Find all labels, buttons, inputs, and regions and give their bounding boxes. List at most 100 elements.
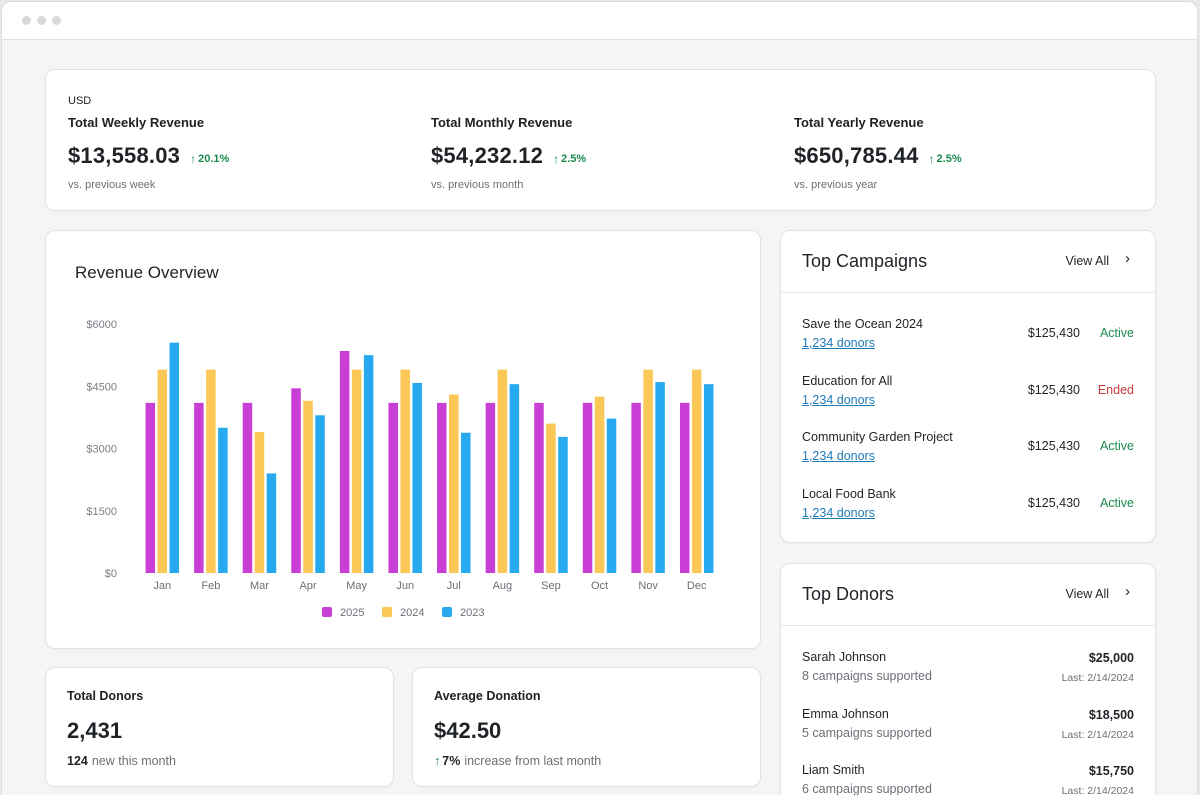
change-value: 2.5% [936,153,962,165]
stat-value: $13,558.03 [68,143,181,168]
bar-2023-sep [558,436,568,573]
donor-campaigns: 8 campaigns supported [802,669,932,683]
campaign-name: Save the Ocean 2024 [802,317,923,331]
donors-title: Top Donors [802,584,895,604]
y-tick-label: $3000 [86,444,117,456]
stat-value: 2,431 [67,718,123,743]
bar-2023-jun [412,382,422,573]
arrow-up-icon: ↑ [190,152,197,166]
x-tick-label: Nov [638,580,658,592]
legend-swatch-2025 [322,607,332,617]
change-value: 2.5% [561,153,587,165]
x-tick-label: Sep [541,580,561,592]
x-tick-label: Feb [201,580,220,592]
chart-title: Revenue Overview [75,263,219,282]
chevron-right-icon[interactable]: › [1125,250,1130,267]
x-tick-label: Apr [299,580,316,592]
stat-sub-bold: 124 [67,754,88,768]
donors-header: Top Donors View All › [781,564,1155,626]
bar-2023-feb [218,427,228,573]
x-tick-label: Oct [591,580,608,592]
donor-campaigns: 5 campaigns supported [802,726,932,740]
donor-amount: $25,000 [1088,651,1134,665]
bar-2024-may [351,369,362,573]
campaign-name: Community Garden Project [802,430,953,444]
campaign-donors-link[interactable]: 1,234 donors [802,506,875,520]
bar-2023-jan [169,342,180,573]
stat-change: ↑ 2.5% [553,152,586,166]
stat-subtext: 124 new this month [67,754,176,768]
bar-2024-sep [546,423,556,573]
campaigns-view-all-button[interactable]: View All [1065,254,1109,268]
revenue-summary-card: USD Total Weekly Revenue $13,558.03 ↑ 20.… [45,69,1156,211]
x-tick-label: Mar [250,580,269,592]
donor-amount: $18,500 [1088,708,1134,722]
bar-2023-oct [606,418,617,573]
campaign-status: Ended [1097,383,1134,397]
campaign-name: Local Food Bank [802,487,896,501]
donor-name: Sarah Johnson [802,650,887,664]
window-dot-close[interactable] [22,16,31,25]
weekly-revenue-stat: Total Weekly Revenue $13,558.03 ↑ 20.1% v… [68,115,229,191]
window-dot-maximize[interactable] [52,16,61,25]
bar-2024-apr [303,400,313,573]
stat-label: Total Donors [67,689,144,703]
bar-2025-jul [437,402,447,573]
campaign-row: Local Food Bank 1,234 donors $125,430 Ac… [781,487,1155,543]
bar-2025-sep [534,402,544,573]
bar-2023-jul [461,432,471,573]
y-tick-label: $0 [105,568,117,580]
bar-2023-may [363,355,374,573]
campaign-row: Community Garden Project 1,234 donors $1… [781,430,1155,486]
change-value: 20.1% [198,153,230,165]
stat-change: ↑ 20.1% [190,152,229,166]
bar-2024-nov [643,369,653,573]
revenue-bar-chart: $6000 $4500 $3000 $1500 $0 Jan Feb Mar Apr May Jun… [86,319,714,619]
top-campaigns-card: Top Campaigns View All › Save the Ocean … [780,230,1156,543]
stat-change: ↑ 2.5% [929,152,962,166]
bar-2023-apr [315,415,325,573]
monthly-revenue-stat: Total Monthly Revenue $54,232.12 ↑ 2.5% v… [431,115,586,191]
chevron-right-icon[interactable]: › [1125,583,1130,600]
bar-2024-jul [449,394,459,573]
window-titlebar [2,2,1197,40]
campaign-row: Save the Ocean 2024 1,234 donors $125,43… [781,317,1155,373]
campaign-donors-link[interactable]: 1,234 donors [802,393,875,407]
y-tick-label: $4500 [86,381,117,393]
bar-2025-jun [388,402,398,573]
top-donors-card: Top Donors View All › Sarah Johnson 8 ca… [780,563,1156,795]
campaign-row: Education for All 1,234 donors $125,430 … [781,374,1155,430]
bar-2023-dec [703,384,714,573]
bar-2025-jan [145,402,156,573]
bar-2024-jan [157,369,168,573]
campaign-donors-link[interactable]: 1,234 donors [802,336,875,350]
bar-2025-apr [291,388,301,573]
bar-2025-feb [194,402,204,573]
bar-2024-oct [594,396,605,573]
stat-value: $42.50 [434,718,502,743]
campaign-name: Education for All [802,374,893,388]
arrow-up-icon: ↑ [553,152,560,166]
total-donors-card: Total Donors 2,431 124 new this month [45,667,394,787]
donor-campaigns: 6 campaigns supported [802,782,932,795]
bar-2025-dec [679,402,690,573]
x-tick-label: Jul [447,580,461,592]
bar-2023-aug [509,384,520,573]
campaign-donors-link[interactable]: 1,234 donors [802,449,875,463]
donor-name: Liam Smith [802,763,865,777]
donor-row: Emma Johnson 5 campaigns supported $18,5… [781,707,1155,763]
donor-last-date: Last: 2/14/2024 [1061,785,1134,795]
campaign-amount: $125,430 [1027,326,1080,340]
window-dot-minimize[interactable] [37,16,46,25]
bar-2025-may [339,350,350,573]
stat-subtext: vs. previous year [794,179,878,191]
donors-view-all-button[interactable]: View All [1065,587,1109,601]
legend-label-2025: 2025 [340,607,364,619]
yearly-revenue-stat: Total Yearly Revenue $650,785.44 ↑ 2.5% v… [794,115,962,191]
donor-amount: $15,750 [1088,764,1134,778]
bar-2023-mar [266,473,277,573]
revenue-overview-card: Revenue Overview $6000 $4500 $3000 $1500 $0 J… [45,230,761,649]
stat-label: Total Monthly Revenue [431,115,573,130]
arrow-up-icon: ↑ [928,152,935,166]
bar-2024-feb [206,369,216,573]
